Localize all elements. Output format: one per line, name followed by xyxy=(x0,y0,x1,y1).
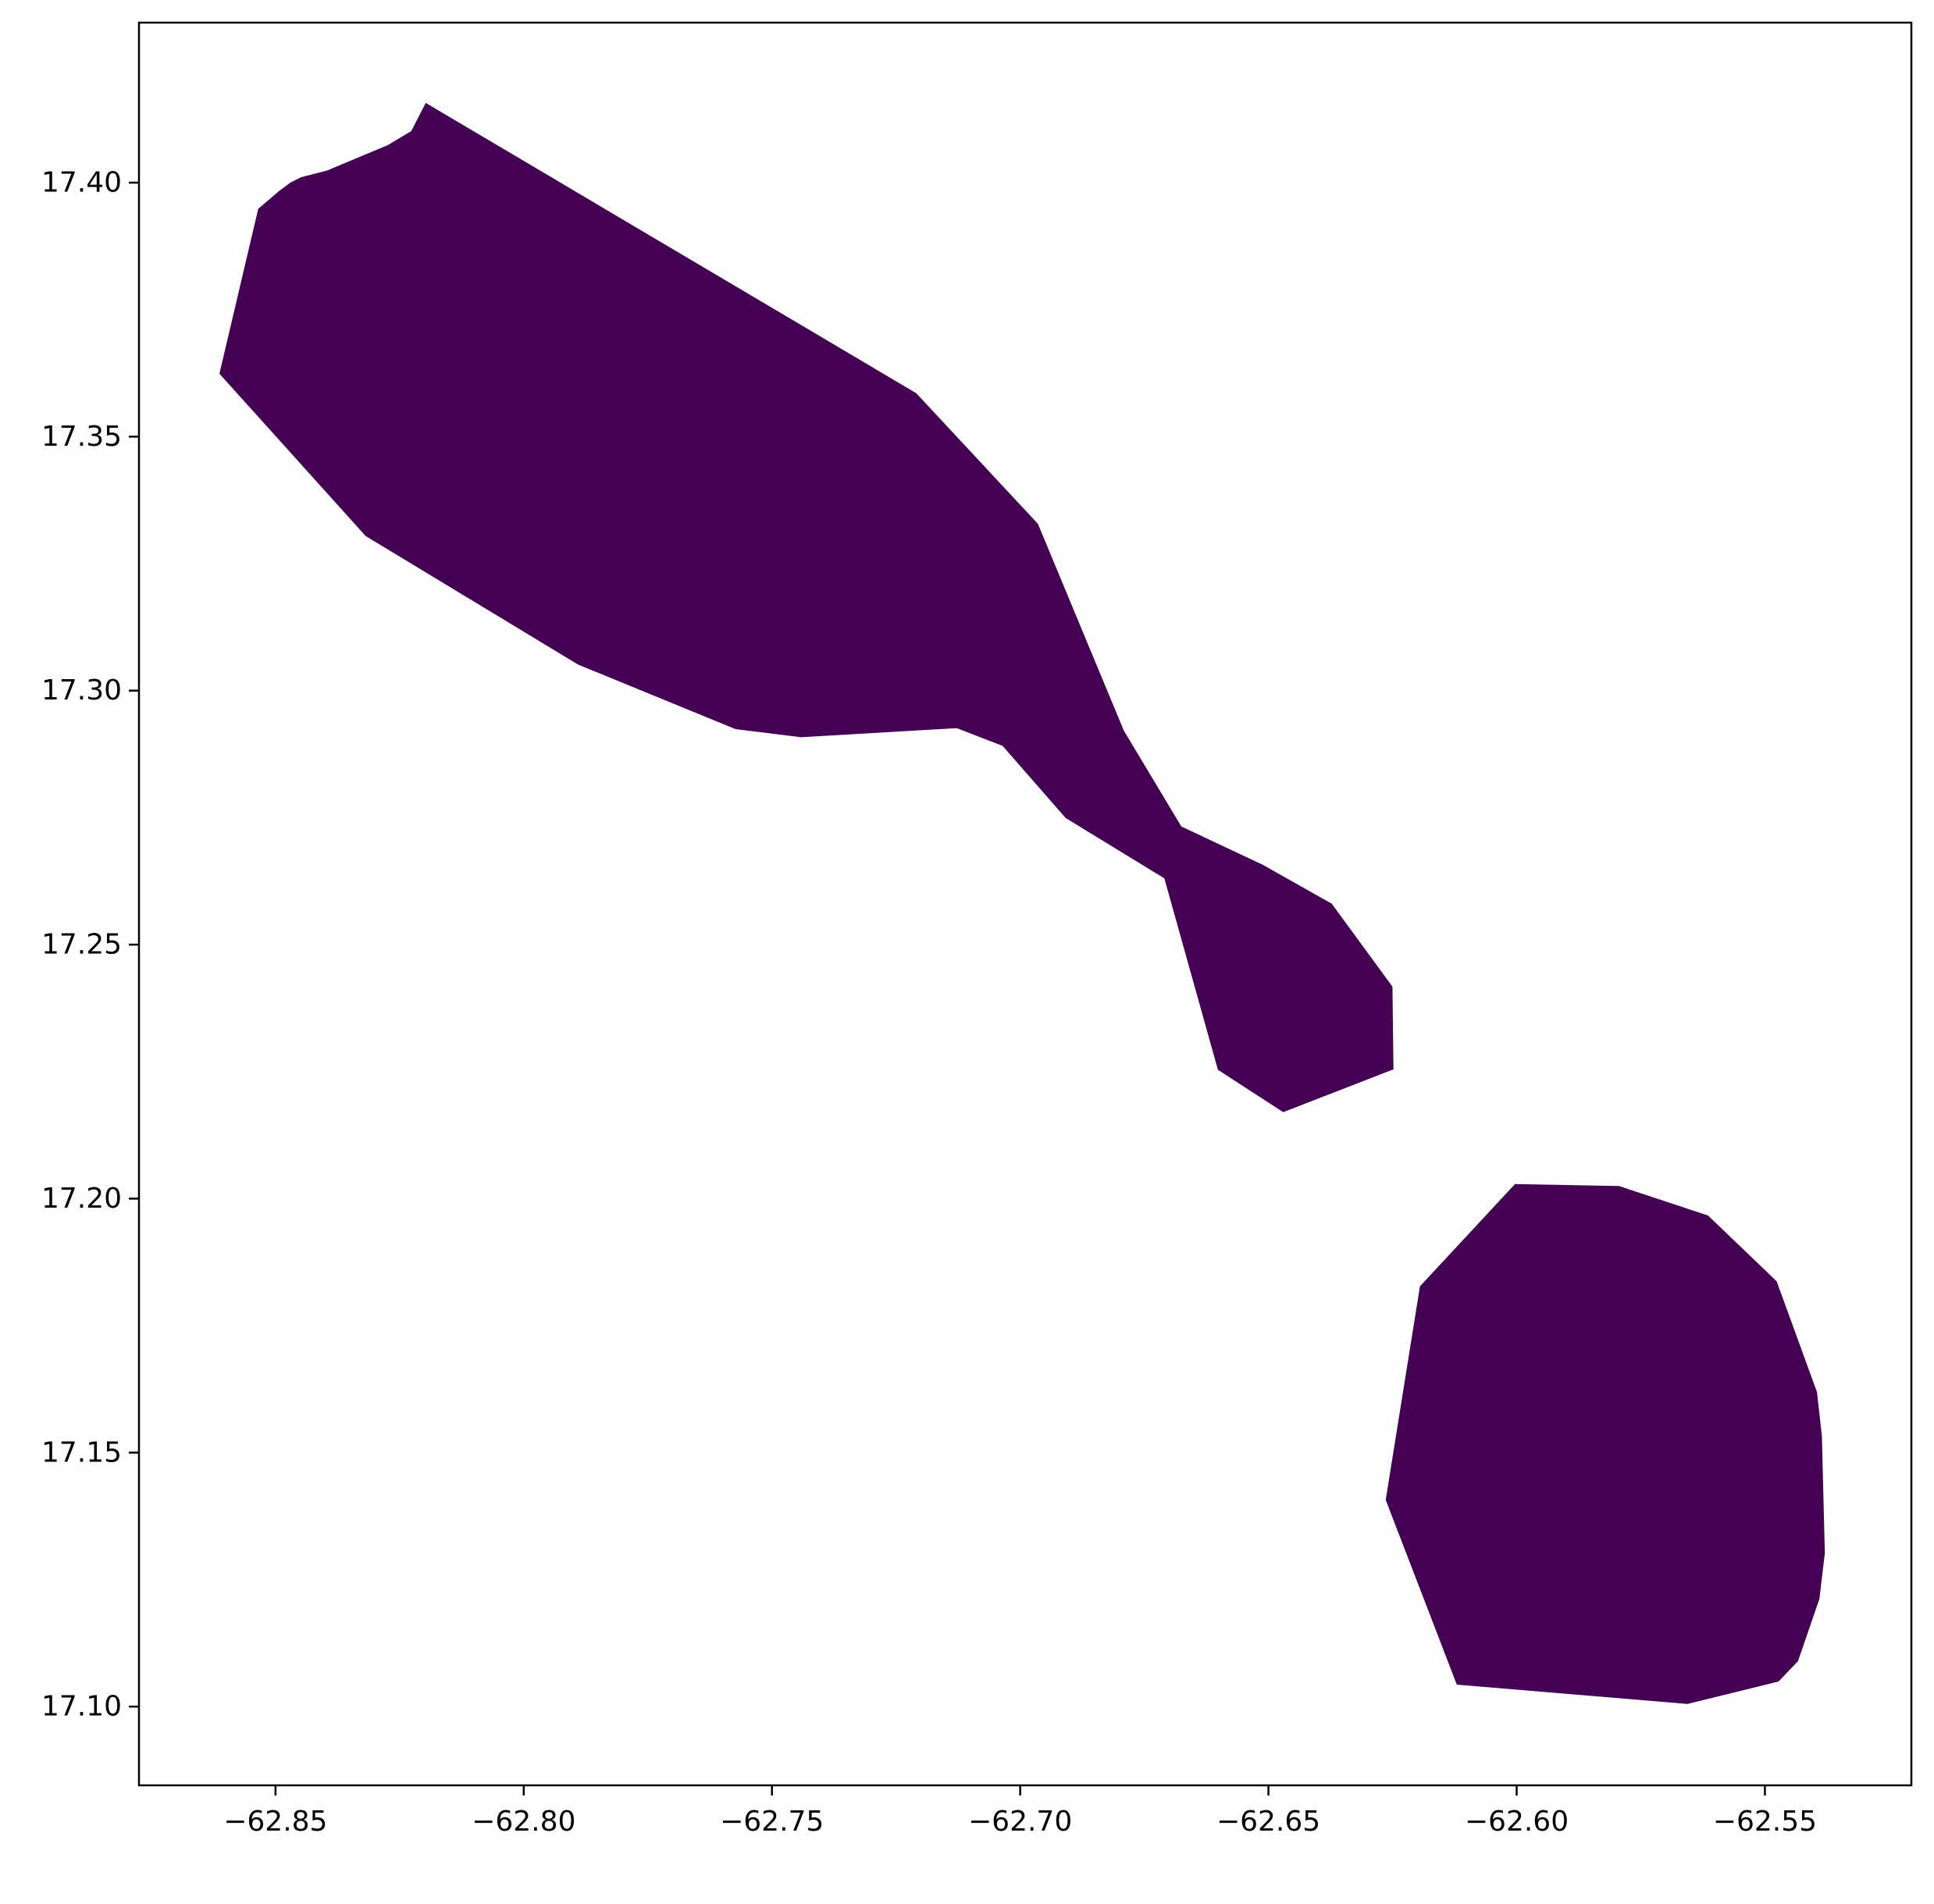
x-tick-label: −62.75 xyxy=(720,1806,824,1838)
map-polygon-2 xyxy=(1385,1183,1825,1704)
map-polygon-1 xyxy=(219,102,1394,1112)
x-tick-label: −62.55 xyxy=(1713,1806,1817,1838)
x-tick-label: −62.80 xyxy=(472,1806,575,1838)
y-tick-label: 17.20 xyxy=(41,1183,122,1215)
x-tick-label: −62.70 xyxy=(968,1806,1072,1838)
y-tick-label: 17.15 xyxy=(41,1436,122,1468)
y-tick-label: 17.25 xyxy=(41,929,122,961)
y-tick-label: 17.30 xyxy=(41,674,122,706)
y-tick-label: 17.35 xyxy=(41,421,122,453)
x-tick-label: −62.65 xyxy=(1216,1806,1320,1838)
y-tick-label: 17.40 xyxy=(41,166,122,198)
x-tick-label: −62.60 xyxy=(1465,1806,1569,1838)
x-tick-label: −62.85 xyxy=(223,1806,327,1838)
x-axis: −62.85 −62.80 −62.75 −62.70 −62.65 −62.60 −62.… xyxy=(223,1785,1817,1838)
y-axis: 17.10 17.15 17.20 17.25 17.30 17.35 17.40 xyxy=(41,166,139,1723)
map-shapes xyxy=(219,102,1825,1704)
plot-frame xyxy=(137,21,1913,1787)
y-tick-label: 17.10 xyxy=(41,1691,122,1723)
